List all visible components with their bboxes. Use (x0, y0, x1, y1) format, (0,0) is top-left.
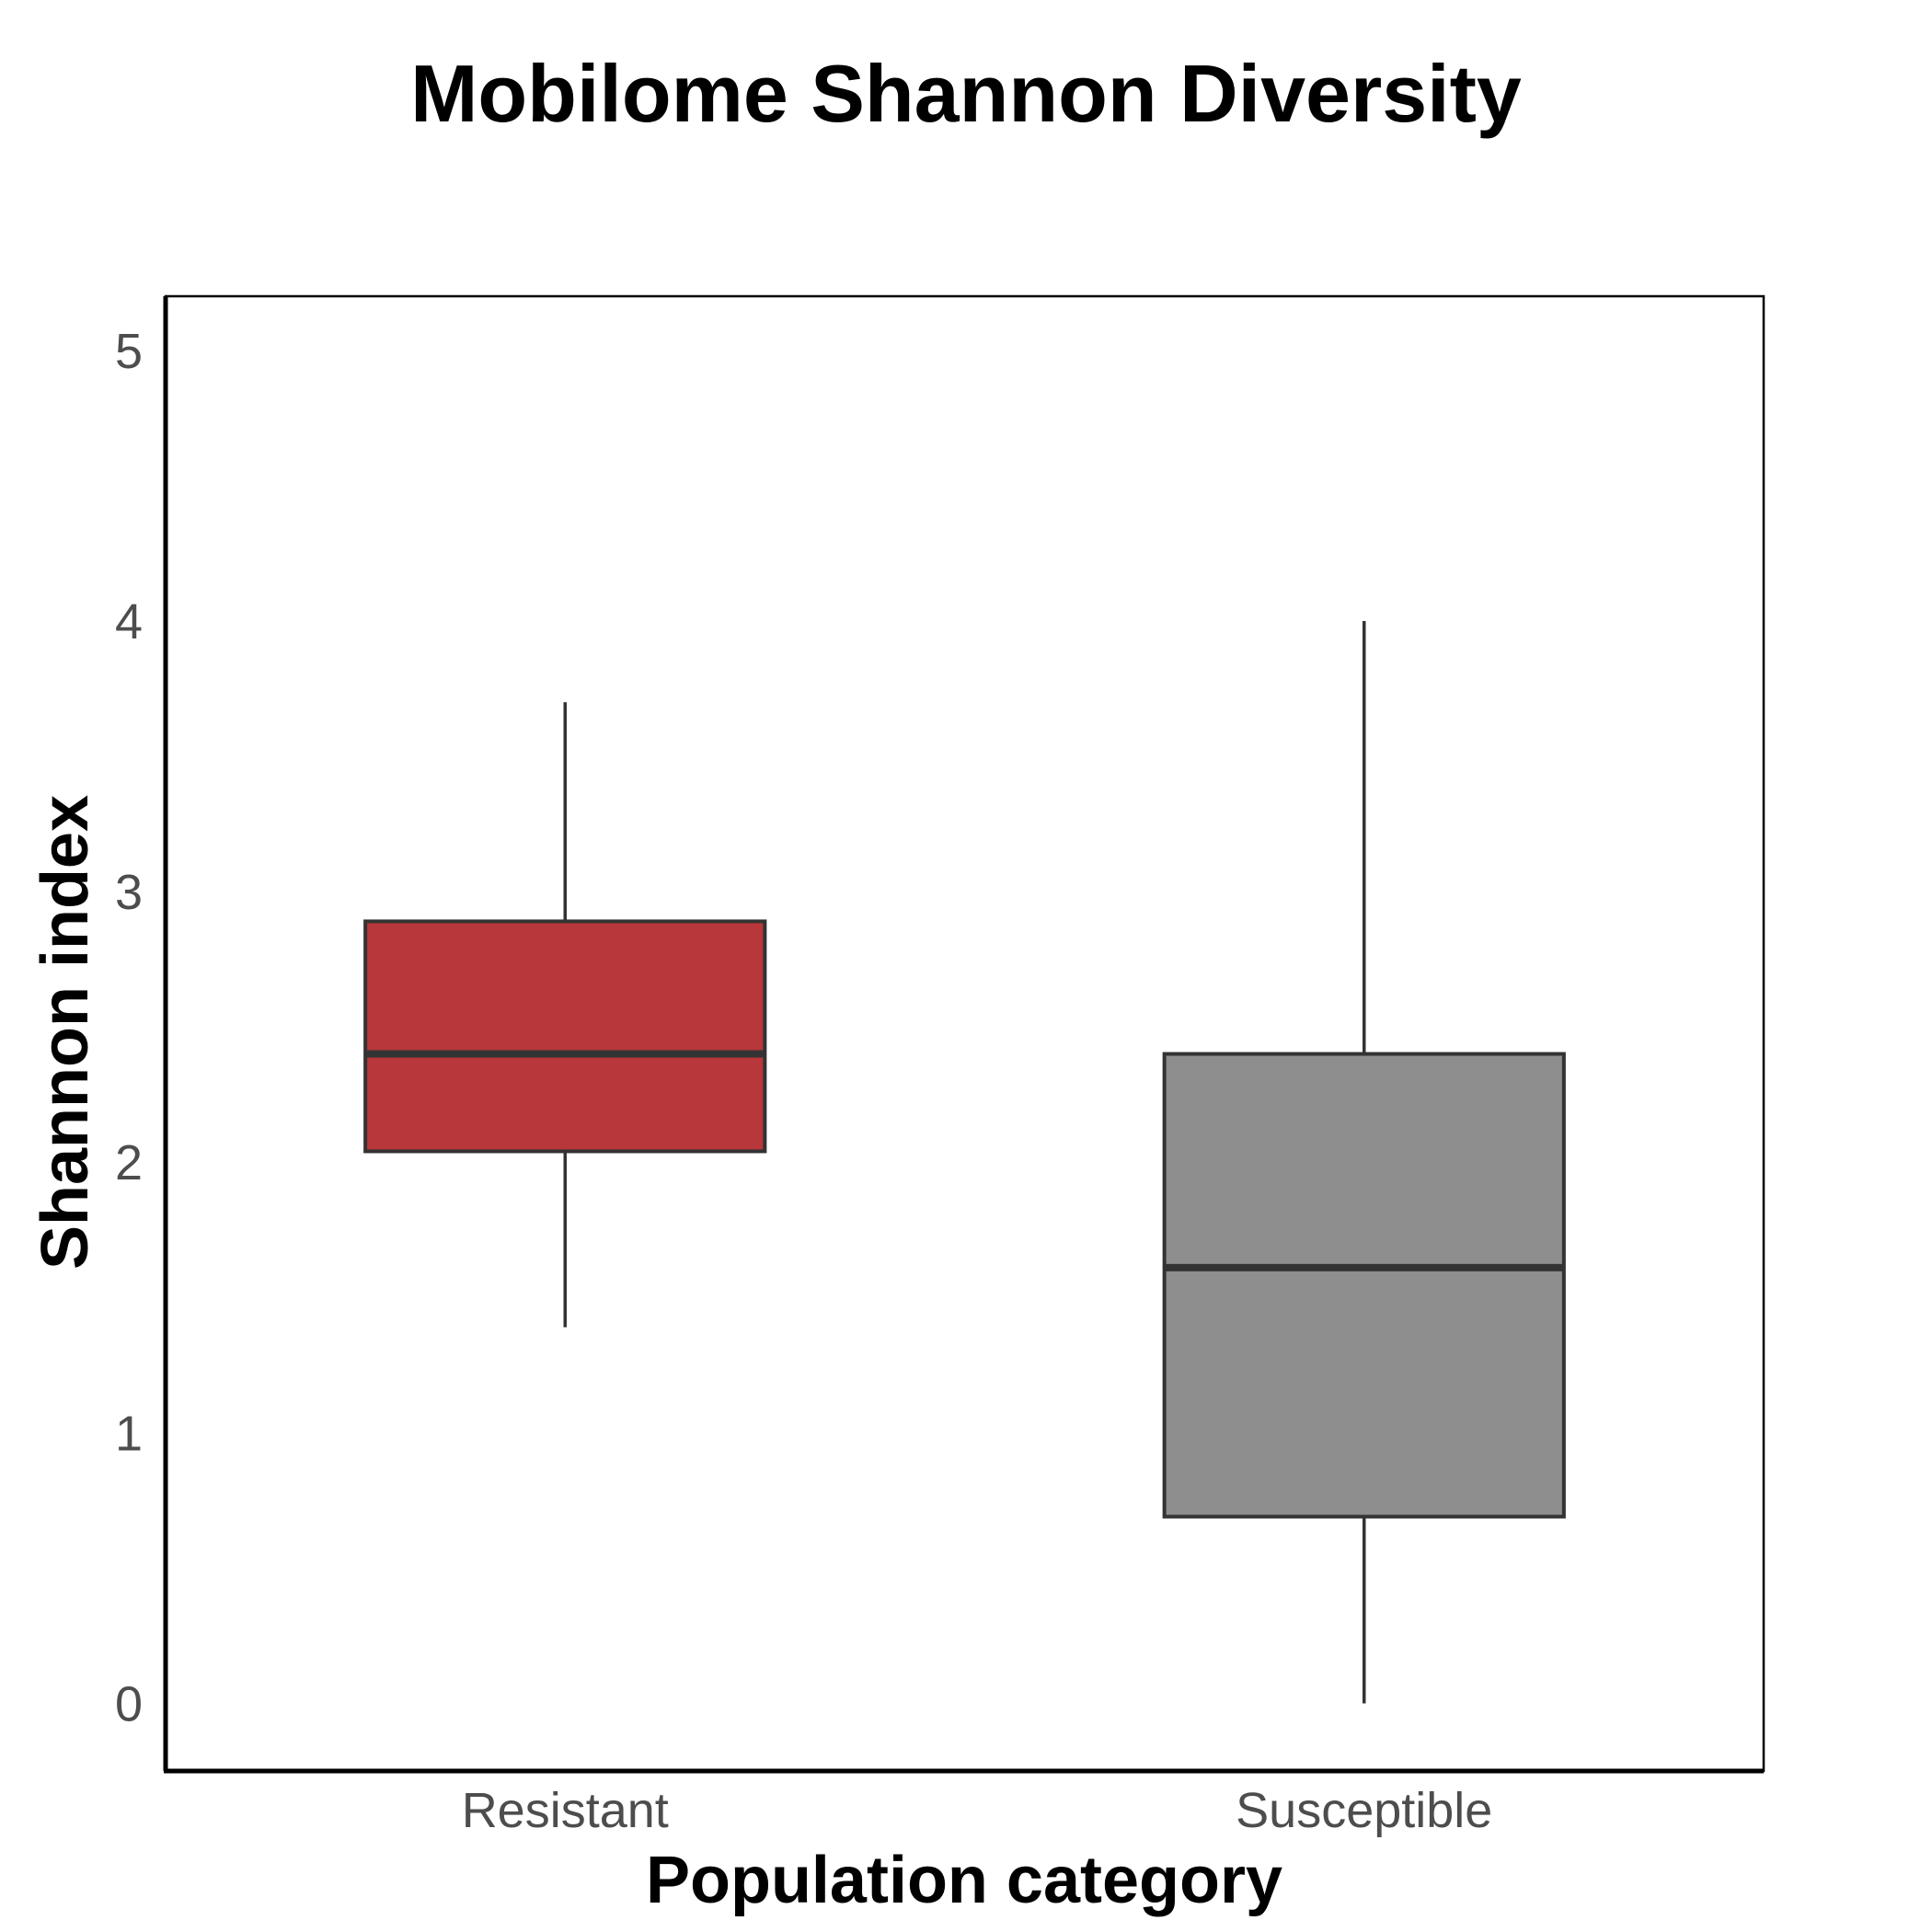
y-tick-label: 1 (115, 1406, 143, 1461)
iqr-box (363, 919, 767, 1154)
x-tick-label: Resistant (462, 1783, 669, 1838)
y-tick-label: 4 (115, 594, 143, 650)
plot-area (163, 294, 1765, 1774)
y-tick-label: 0 (115, 1676, 143, 1731)
y-tick-label: 5 (115, 324, 143, 379)
y-tick-label: 3 (115, 865, 143, 920)
y-axis-ticks: 0 1 2 3 4 5 (115, 324, 143, 1732)
box-susceptible (1162, 620, 1566, 1704)
iqr-box (1162, 1052, 1566, 1519)
y-tick-label: 2 (115, 1135, 143, 1190)
y-axis-label: Shannon index (29, 795, 102, 1270)
chart-title: Mobilome Shannon Diversity (410, 48, 1522, 139)
box-resistant (363, 702, 767, 1328)
boxes-layer (363, 620, 1566, 1704)
x-tick-label: Susceptible (1236, 1783, 1492, 1838)
x-axis-label: Population category (646, 1844, 1282, 1917)
x-axis-ticks: Resistant Susceptible (462, 1783, 1493, 1838)
